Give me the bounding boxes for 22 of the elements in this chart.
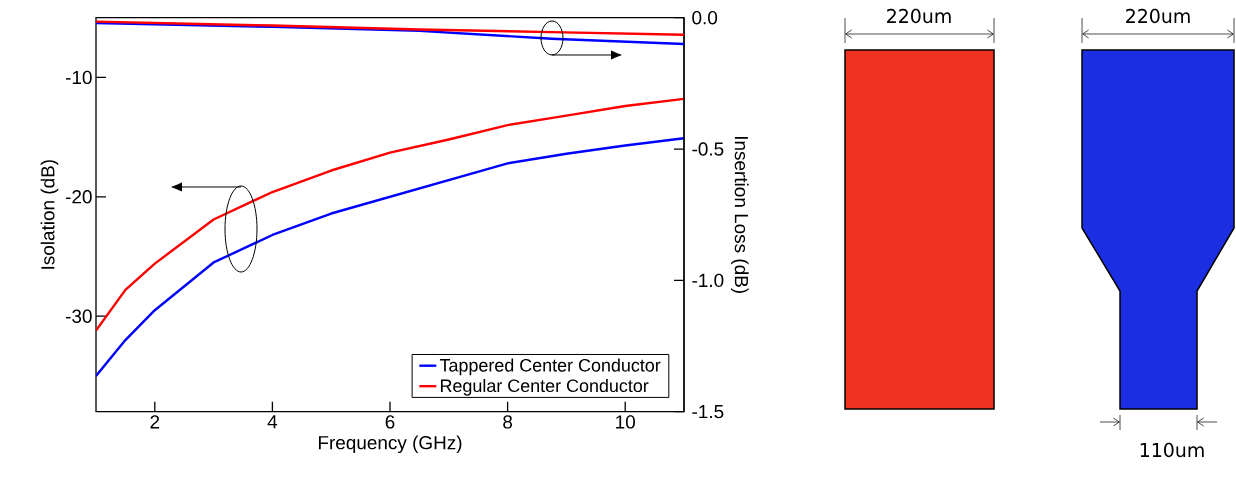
x-tick-label: 2: [150, 415, 160, 429]
line-series: [96, 20, 685, 36]
y-axis-title: Isolation (dB): [40, 160, 59, 269]
y2-tick-label: 0.0: [692, 10, 718, 25]
text: 110um: [1140, 442, 1204, 458]
x-axis-title: Frequency (GHz): [318, 435, 462, 454]
y2-tick-label: -1.0: [692, 273, 724, 288]
y-tick-label: -20: [65, 190, 92, 204]
legend-label: Regular Center Conductor: [440, 378, 649, 396]
x-tick-label: 4: [267, 415, 278, 429]
x-tick-label: 6: [385, 415, 395, 429]
x-tick-label: 8: [503, 415, 513, 429]
text: 220um: [1126, 8, 1190, 24]
legend-label: Tappered Center Conductor: [439, 358, 661, 376]
line-series: [96, 97, 685, 332]
y2-axis-title: Insertion Loss (dB): [730, 137, 749, 293]
y-tick-label: -30: [65, 309, 92, 323]
y2-tick-label: -1.5: [692, 405, 724, 419]
text: 220um: [887, 8, 951, 24]
y-tick-label: -10: [65, 70, 92, 85]
x-tick-label: 10: [616, 415, 635, 429]
y2-tick-label: -0.5: [692, 142, 724, 156]
